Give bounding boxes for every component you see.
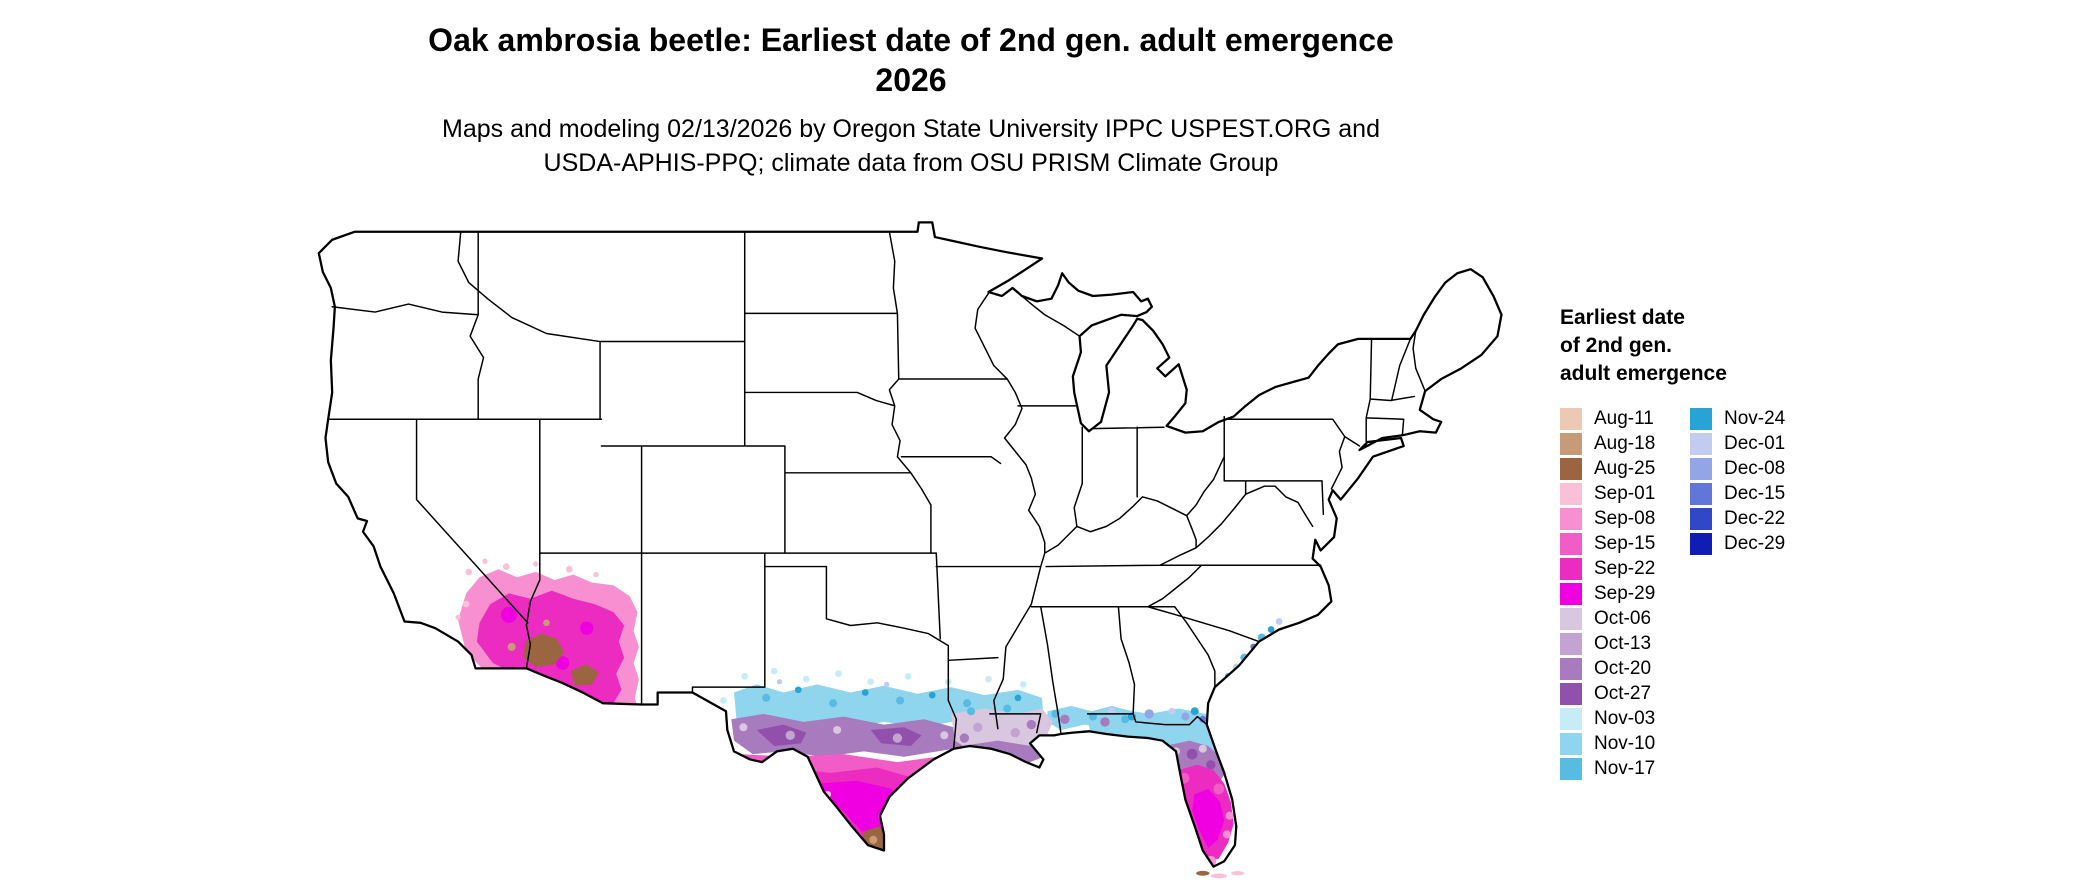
legend-entry: Oct-27 (1560, 681, 1655, 706)
title-block: Oak ambrosia beetle: Earliest date of 2n… (0, 20, 1822, 180)
legend-entry-label: Oct-27 (1594, 682, 1652, 704)
legend-swatch (1560, 407, 1582, 430)
legend-swatch (1560, 532, 1582, 555)
subtitle-block: Maps and modeling 02/13/2026 by Oregon S… (0, 112, 1822, 180)
legend-entry: Nov-17 (1560, 756, 1655, 781)
page-title-line2: 2026 (875, 62, 947, 98)
key-island (1196, 870, 1210, 876)
key-island (1210, 873, 1227, 879)
subtitle-line1: Maps and modeling 02/13/2026 by Oregon S… (442, 115, 1380, 143)
legend-entry-label: Nov-03 (1594, 707, 1656, 729)
legend-entry: Aug-11 (1560, 406, 1655, 431)
legend-entry-label: Dec-01 (1724, 432, 1786, 454)
florida-keys (1196, 870, 1245, 879)
legend-entry-label: Oct-13 (1594, 632, 1652, 654)
overlay-specks-oct20 (959, 714, 1110, 743)
page-title-line1: Oak ambrosia beetle: Earliest date of 2n… (428, 22, 1394, 58)
overlay-texas-darkpurple-1 (756, 724, 807, 747)
legend-entry: Aug-25 (1560, 456, 1655, 481)
legend-entry: Aug-18 (1560, 431, 1655, 456)
legend-entry-label: Sep-01 (1594, 482, 1656, 504)
overlay-florida-sep29-core (1192, 788, 1225, 848)
legend-swatch (1560, 707, 1582, 730)
legend-title: Earliest date of 2nd gen. adult emergenc… (1560, 304, 1727, 388)
legend-column-2: Nov-24 Dec-01 Dec-08 Dec-15 Dec-22 Dec-2… (1690, 406, 1785, 556)
legend-entry: Oct-20 (1560, 656, 1655, 681)
subtitle-line2: USDA-APHIS-PPQ; climate data from OSU PR… (543, 149, 1279, 177)
legend-entry-label: Aug-18 (1594, 432, 1656, 454)
legend: Earliest date of 2nd gen. adult emergenc… (1560, 304, 1785, 780)
overlay-specks-nov03 (719, 667, 1027, 704)
overlay-texas-purple-band (731, 713, 978, 757)
legend-entry: Dec-15 (1690, 481, 1785, 506)
legend-title-line1: Earliest date (1560, 306, 1685, 329)
legend-entry: Oct-06 (1560, 606, 1655, 631)
legend-swatch (1560, 632, 1582, 655)
legend-entry-label: Dec-22 (1724, 507, 1786, 529)
legend-entry: Nov-10 (1560, 731, 1655, 756)
legend-entry-label: Dec-15 (1724, 482, 1786, 504)
legend-swatch (1690, 457, 1712, 480)
legend-swatch (1560, 582, 1582, 605)
legend-entry: Nov-24 (1690, 406, 1785, 431)
legend-entry: Sep-01 (1560, 481, 1655, 506)
legend-entry-label: Sep-08 (1594, 507, 1656, 529)
legend-swatch (1560, 732, 1582, 755)
conus-landmass (318, 222, 1502, 867)
legend-swatch (1560, 482, 1582, 505)
legend-swatch (1690, 482, 1712, 505)
overlay-specks-nov17 (762, 633, 1266, 724)
legend-entry-label: Nov-10 (1594, 732, 1656, 754)
conus-outline (317, 221, 1503, 868)
legend-title-line2: of 2nd gen. (1560, 334, 1672, 357)
legend-entry-label: Dec-08 (1724, 457, 1786, 479)
legend-entry-label: Sep-15 (1594, 532, 1656, 554)
legend-swatch (1560, 757, 1582, 780)
legend-swatch (1560, 457, 1582, 480)
state-borders (327, 230, 1426, 750)
legend-entry-label: Sep-29 (1594, 582, 1656, 604)
overlay-specks-oct13 (785, 722, 1020, 743)
legend-entry-label: Oct-20 (1594, 657, 1652, 679)
legend-entry-label: Nov-17 (1594, 757, 1656, 779)
legend-entry: Sep-29 (1560, 581, 1655, 606)
legend-swatch (1560, 432, 1582, 455)
legend-swatch (1560, 507, 1582, 530)
overlay-specks-oct27 (1186, 748, 1216, 770)
overlay-southwest-brown-2 (570, 664, 599, 686)
legend-entry-label: Oct-06 (1594, 607, 1652, 629)
legend-swatch (1560, 557, 1582, 580)
legend-entry: Sep-08 (1560, 506, 1655, 531)
legend-swatch (1560, 607, 1582, 630)
legend-entry: Oct-13 (1560, 631, 1655, 656)
key-island (1230, 871, 1245, 876)
legend-entry-label: Aug-11 (1594, 407, 1654, 429)
legend-swatch (1690, 407, 1712, 430)
legend-swatch (1560, 657, 1582, 680)
overlay-southwest-brown-1 (523, 633, 564, 668)
legend-title-line3: adult emergence (1560, 362, 1727, 385)
legend-swatch (1560, 682, 1582, 705)
us-emergence-map (317, 221, 1503, 879)
legend-swatch (1690, 432, 1712, 455)
overlay-southwest-sep29-spots (500, 606, 594, 670)
legend-swatch (1690, 507, 1712, 530)
legend-entry: Dec-29 (1690, 531, 1785, 556)
overlay-specks-aug18 (507, 619, 878, 844)
legend-entry-label: Aug-25 (1594, 457, 1656, 479)
legend-swatch (1690, 532, 1712, 555)
legend-entry: Dec-08 (1690, 456, 1785, 481)
legend-entry: Nov-03 (1560, 706, 1655, 731)
legend-entry-label: Nov-24 (1724, 407, 1786, 429)
legend-entry: Sep-22 (1560, 556, 1655, 581)
overlay-louisiana-lavender (950, 708, 1053, 752)
legend-column-1: Aug-11 Aug-18 Aug-25 Sep-01 Sep-08 Sep-1… (1560, 406, 1655, 781)
legend-entry: Dec-22 (1690, 506, 1785, 531)
legend-entry: Sep-15 (1560, 531, 1655, 556)
legend-entry: Dec-01 (1690, 431, 1785, 456)
legend-entry-label: Sep-22 (1594, 557, 1656, 579)
legend-entry-label: Dec-29 (1724, 532, 1786, 554)
